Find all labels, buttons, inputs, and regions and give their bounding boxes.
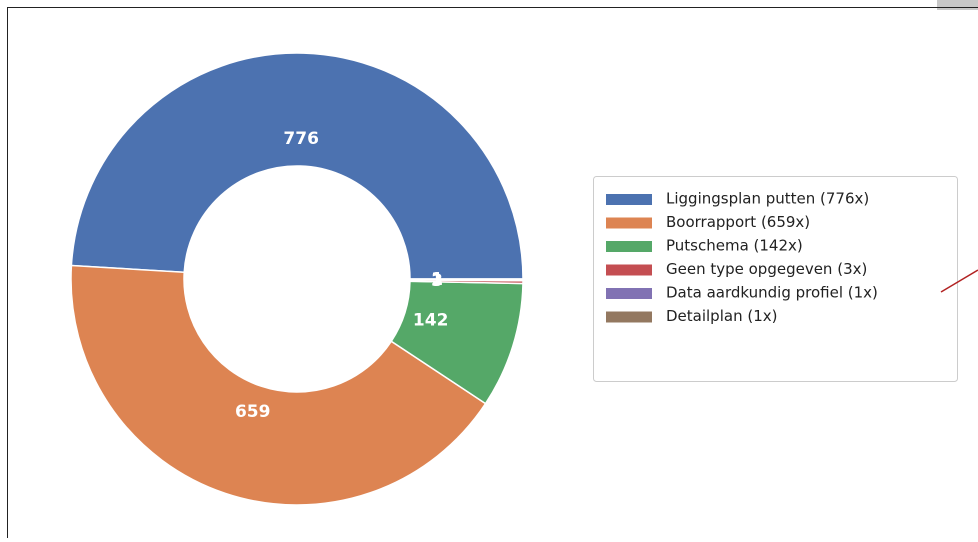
legend-swatch bbox=[606, 218, 652, 229]
legend-swatch bbox=[606, 288, 652, 299]
legend-label: Geen type opgegeven (3x) bbox=[666, 260, 867, 278]
legend-swatch bbox=[606, 312, 652, 323]
legend-swatch bbox=[606, 194, 652, 205]
legend-label: Liggingsplan putten (776x) bbox=[666, 190, 869, 208]
wedge bbox=[71, 53, 523, 279]
value-label: 659 bbox=[235, 402, 271, 422]
wedge bbox=[410, 279, 523, 280]
legend-label: Putschema (142x) bbox=[666, 237, 803, 255]
legend-label: Data aardkundig profiel (1x) bbox=[666, 284, 878, 302]
value-label: 142 bbox=[413, 311, 449, 331]
legend-label: Boorrapport (659x) bbox=[666, 213, 810, 231]
scroll-tab bbox=[937, 0, 978, 10]
legend-swatch bbox=[606, 241, 652, 252]
legend-label: Detailplan (1x) bbox=[666, 307, 777, 325]
value-label: 1 bbox=[431, 269, 443, 289]
value-label: 776 bbox=[283, 129, 319, 149]
legend-swatch bbox=[606, 265, 652, 276]
